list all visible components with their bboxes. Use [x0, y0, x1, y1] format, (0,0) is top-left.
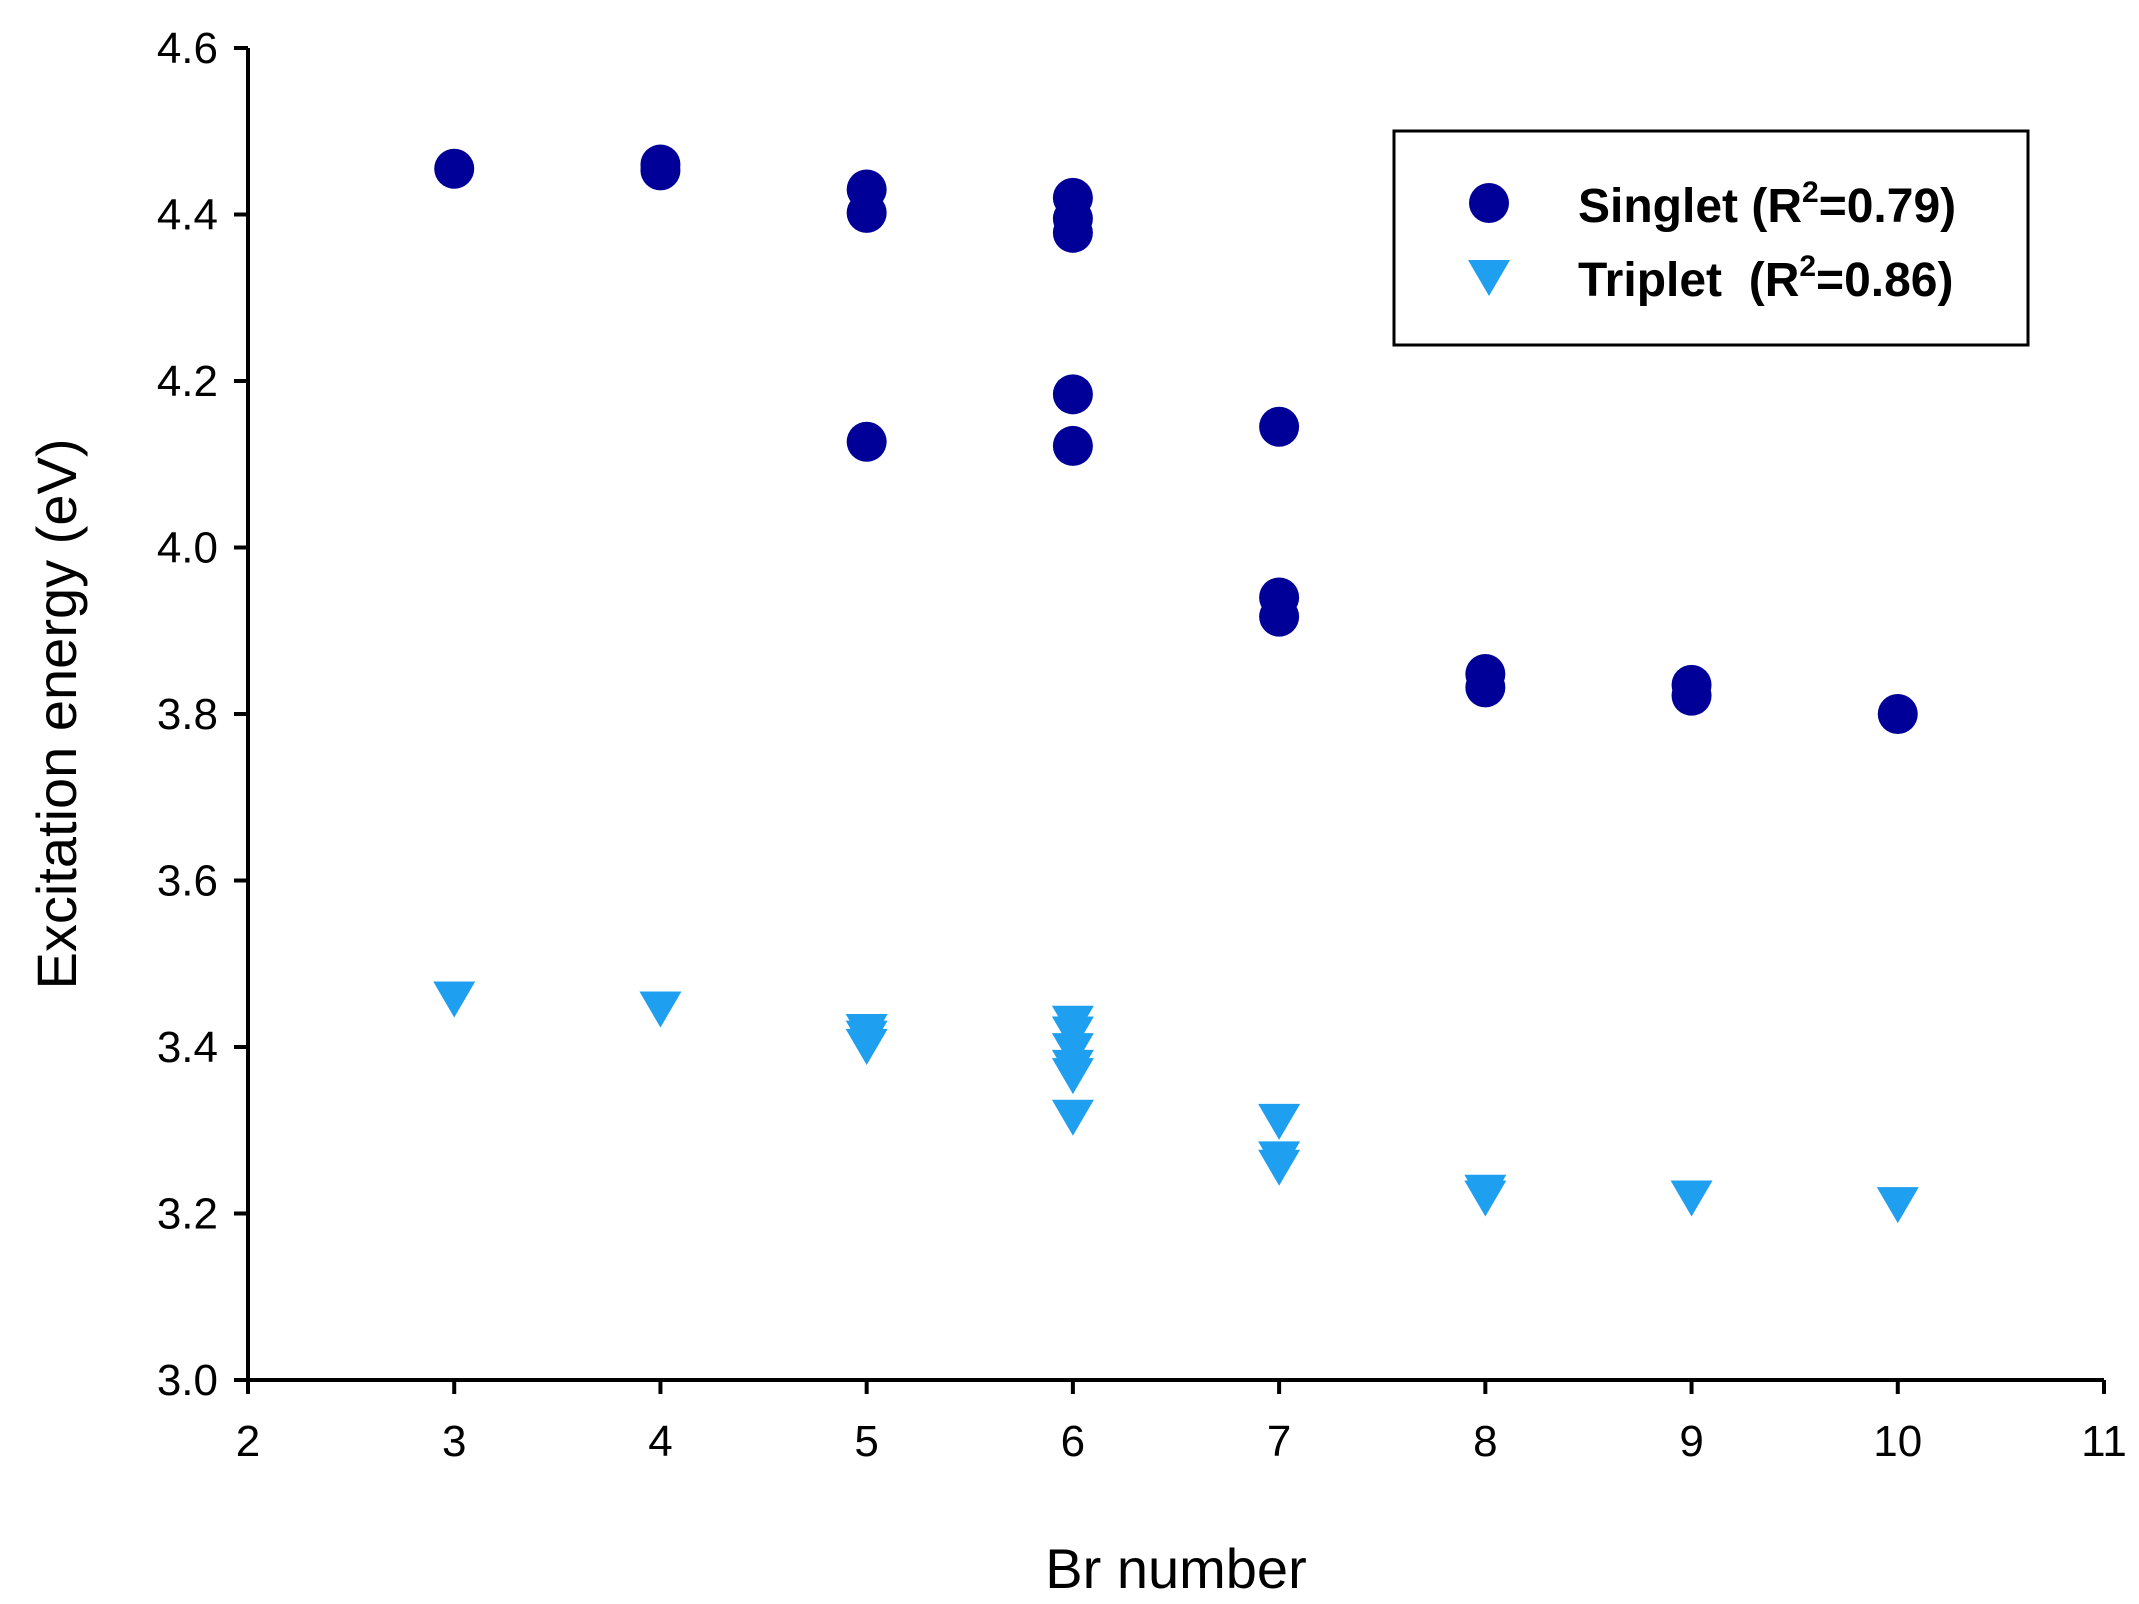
legend-singlet-value: =0.79): [1819, 180, 1956, 233]
singlet-point: [1259, 406, 1300, 447]
y-tick-label: 3.0: [157, 1356, 218, 1405]
singlet-point: [1052, 212, 1093, 253]
legend-singlet-prefix: Singlet (: [1578, 180, 1767, 233]
legend-singlet-exp: 2: [1802, 176, 1819, 209]
singlet-point: [1259, 596, 1300, 637]
legend-triplet-r: R: [1765, 254, 1800, 307]
legend-label-triplet: Triplet (R2=0.86): [1578, 250, 1953, 307]
x-tick-label: 11: [2081, 1417, 2127, 1466]
singlet-point: [1052, 374, 1093, 415]
x-ticks: 2 3 4 5 6 7 8 9 10 11: [236, 1380, 2127, 1466]
singlet-point: [1052, 425, 1093, 466]
x-tick-label: 9: [1679, 1417, 1703, 1466]
x-tick-label: 5: [854, 1417, 878, 1466]
series-triplet: [433, 981, 1919, 1224]
y-tick-label: 4.4: [157, 191, 218, 240]
y-ticks: 3.0 3.2 3.4 3.6 3.8 4.0 4.2 4.4 4.6: [157, 24, 248, 1405]
x-tick-label: 10: [1873, 1417, 1922, 1466]
triplet-point: [1051, 1058, 1094, 1095]
triplet-point: [1051, 1099, 1094, 1136]
legend-triplet-exp: 2: [1799, 250, 1816, 283]
triplet-point: [639, 991, 682, 1028]
triplet-point: [1258, 1103, 1301, 1140]
singlet-point: [1877, 694, 1918, 734]
triplet-point: [1464, 1180, 1507, 1217]
series-singlet: [434, 144, 1918, 734]
x-tick-label: 4: [648, 1417, 672, 1466]
x-axis-title: Br number: [1045, 1537, 1306, 1600]
legend-triplet-prefix: Triplet (: [1578, 254, 1765, 307]
legend: Singlet (R2=0.79) Triplet (R2=0.86): [1392, 129, 2030, 347]
y-tick-label: 3.8: [157, 690, 218, 739]
data-marks: [433, 144, 1919, 1224]
singlet-point: [640, 150, 681, 191]
triplet-point: [1876, 1187, 1919, 1224]
y-tick-label: 3.6: [157, 857, 218, 906]
x-tick-label: 3: [442, 1417, 466, 1466]
x-tick-label: 8: [1473, 1417, 1497, 1466]
y-tick-label: 4.6: [157, 24, 218, 73]
y-axis-title: Excitation energy (eV): [25, 439, 88, 990]
legend-singlet-r: R: [1767, 180, 1802, 233]
x-tick-label: 2: [236, 1417, 260, 1466]
legend-box: [1392, 129, 2030, 347]
triplet-point: [1670, 1180, 1713, 1217]
triplet-point: [1258, 1149, 1301, 1186]
y-tick-label: 3.2: [157, 1190, 218, 1239]
legend-label-singlet: Singlet (R2=0.79): [1578, 176, 1956, 233]
legend-triplet-value: =0.86): [1816, 254, 1953, 307]
singlet-point: [1465, 667, 1506, 708]
singlet-point: [846, 192, 887, 233]
legend-marker-triplet: [1468, 260, 1510, 296]
singlet-point: [1671, 675, 1712, 716]
triplet-point: [433, 981, 476, 1018]
x-tick-label: 7: [1267, 1417, 1291, 1466]
singlet-point: [846, 421, 887, 462]
y-tick-label: 4.2: [157, 357, 218, 406]
legend-marker-singlet: [1469, 183, 1509, 223]
y-tick-label: 4.0: [157, 524, 218, 573]
singlet-point: [434, 148, 475, 189]
triplet-point: [845, 1029, 888, 1065]
x-tick-label: 6: [1061, 1417, 1085, 1466]
y-tick-label: 3.4: [157, 1023, 218, 1072]
